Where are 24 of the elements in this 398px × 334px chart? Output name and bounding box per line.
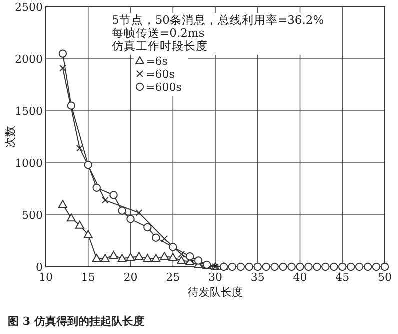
x-tick-label: 30 xyxy=(208,271,222,284)
x-tick-label: 25 xyxy=(166,271,180,284)
y-tick-label: 2500 xyxy=(15,1,43,14)
legend-label: =6s xyxy=(146,55,168,68)
y-tick-label: 1000 xyxy=(15,157,43,170)
y-tick-label: 0 xyxy=(36,261,43,274)
x-tick-label: 45 xyxy=(336,271,350,284)
y-tick-label: 1500 xyxy=(15,105,43,118)
y-tick-label: 500 xyxy=(22,209,43,222)
annotation: 每帧传送=0.2ms xyxy=(112,26,205,40)
text: 图 3 仿真得到的挂起队长度 xyxy=(8,315,144,328)
legend-label: =60s xyxy=(146,68,176,81)
y-tick-label: 2000 xyxy=(15,53,43,66)
legend-label: =600s xyxy=(146,81,182,94)
y-axis-title: 次数 xyxy=(4,126,17,148)
x-axis-title: 待发队长度 xyxy=(188,286,243,299)
x-tick-label: 20 xyxy=(124,271,138,284)
x-tick-label: 50 xyxy=(378,271,392,284)
x-tick-label: 35 xyxy=(250,271,265,284)
x-tick-label: 15 xyxy=(81,271,96,284)
annotation: 5节点，50条消息，总线利用率=36.2% xyxy=(112,13,324,27)
x-tick-label: 10 xyxy=(39,271,53,284)
x-tick-label: 40 xyxy=(293,271,308,284)
legend-title: 仿真工作时段长度 xyxy=(111,39,208,53)
